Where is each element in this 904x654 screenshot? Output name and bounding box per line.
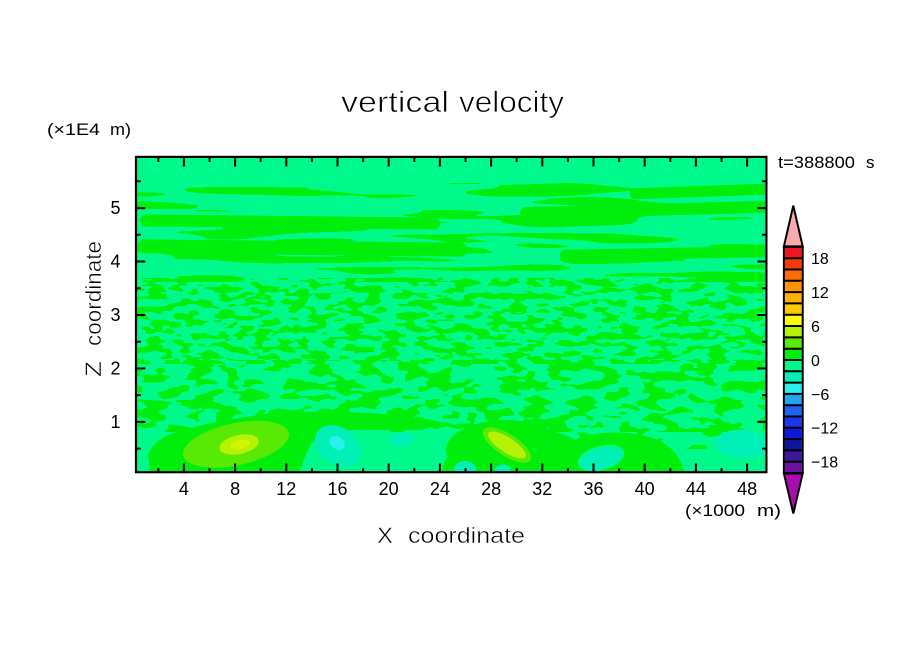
svg-text:−18: −18	[811, 455, 838, 472]
svg-text:48: 48	[737, 479, 757, 499]
svg-text:6: 6	[811, 319, 820, 336]
svg-text:40: 40	[635, 479, 655, 499]
svg-text:(×1E4: (×1E4	[47, 120, 100, 139]
svg-text:t=388800: t=388800	[778, 153, 855, 172]
svg-text:12: 12	[276, 479, 296, 499]
svg-text:−12: −12	[811, 421, 838, 438]
svg-text:20: 20	[379, 479, 399, 499]
svg-text:coordinate: coordinate	[81, 241, 106, 346]
svg-text:coordinate: coordinate	[408, 523, 525, 548]
svg-text:4: 4	[179, 479, 189, 499]
svg-text:s: s	[866, 153, 875, 172]
svg-text:44: 44	[686, 479, 706, 499]
svg-text:3: 3	[110, 305, 120, 325]
svg-text:8: 8	[230, 479, 240, 499]
svg-text:2: 2	[110, 358, 120, 378]
svg-text:−6: −6	[811, 387, 829, 404]
svg-text:18: 18	[811, 251, 829, 268]
svg-text:36: 36	[583, 479, 603, 499]
svg-text:vertical: vertical	[341, 86, 449, 119]
svg-text:0: 0	[811, 353, 820, 370]
svg-text:32: 32	[532, 479, 552, 499]
svg-text:12: 12	[811, 285, 829, 302]
svg-text:Z: Z	[81, 361, 106, 377]
svg-text:m): m)	[757, 501, 781, 520]
svg-text:velocity: velocity	[459, 86, 564, 119]
svg-text:m): m)	[110, 120, 131, 139]
svg-text:28: 28	[481, 479, 501, 499]
svg-text:X: X	[377, 523, 393, 548]
svg-text:16: 16	[327, 479, 347, 499]
svg-text:24: 24	[430, 479, 450, 499]
svg-text:4: 4	[110, 252, 120, 272]
svg-text:1: 1	[110, 412, 120, 432]
svg-text:5: 5	[110, 198, 120, 218]
svg-text:(×1000: (×1000	[685, 501, 745, 520]
